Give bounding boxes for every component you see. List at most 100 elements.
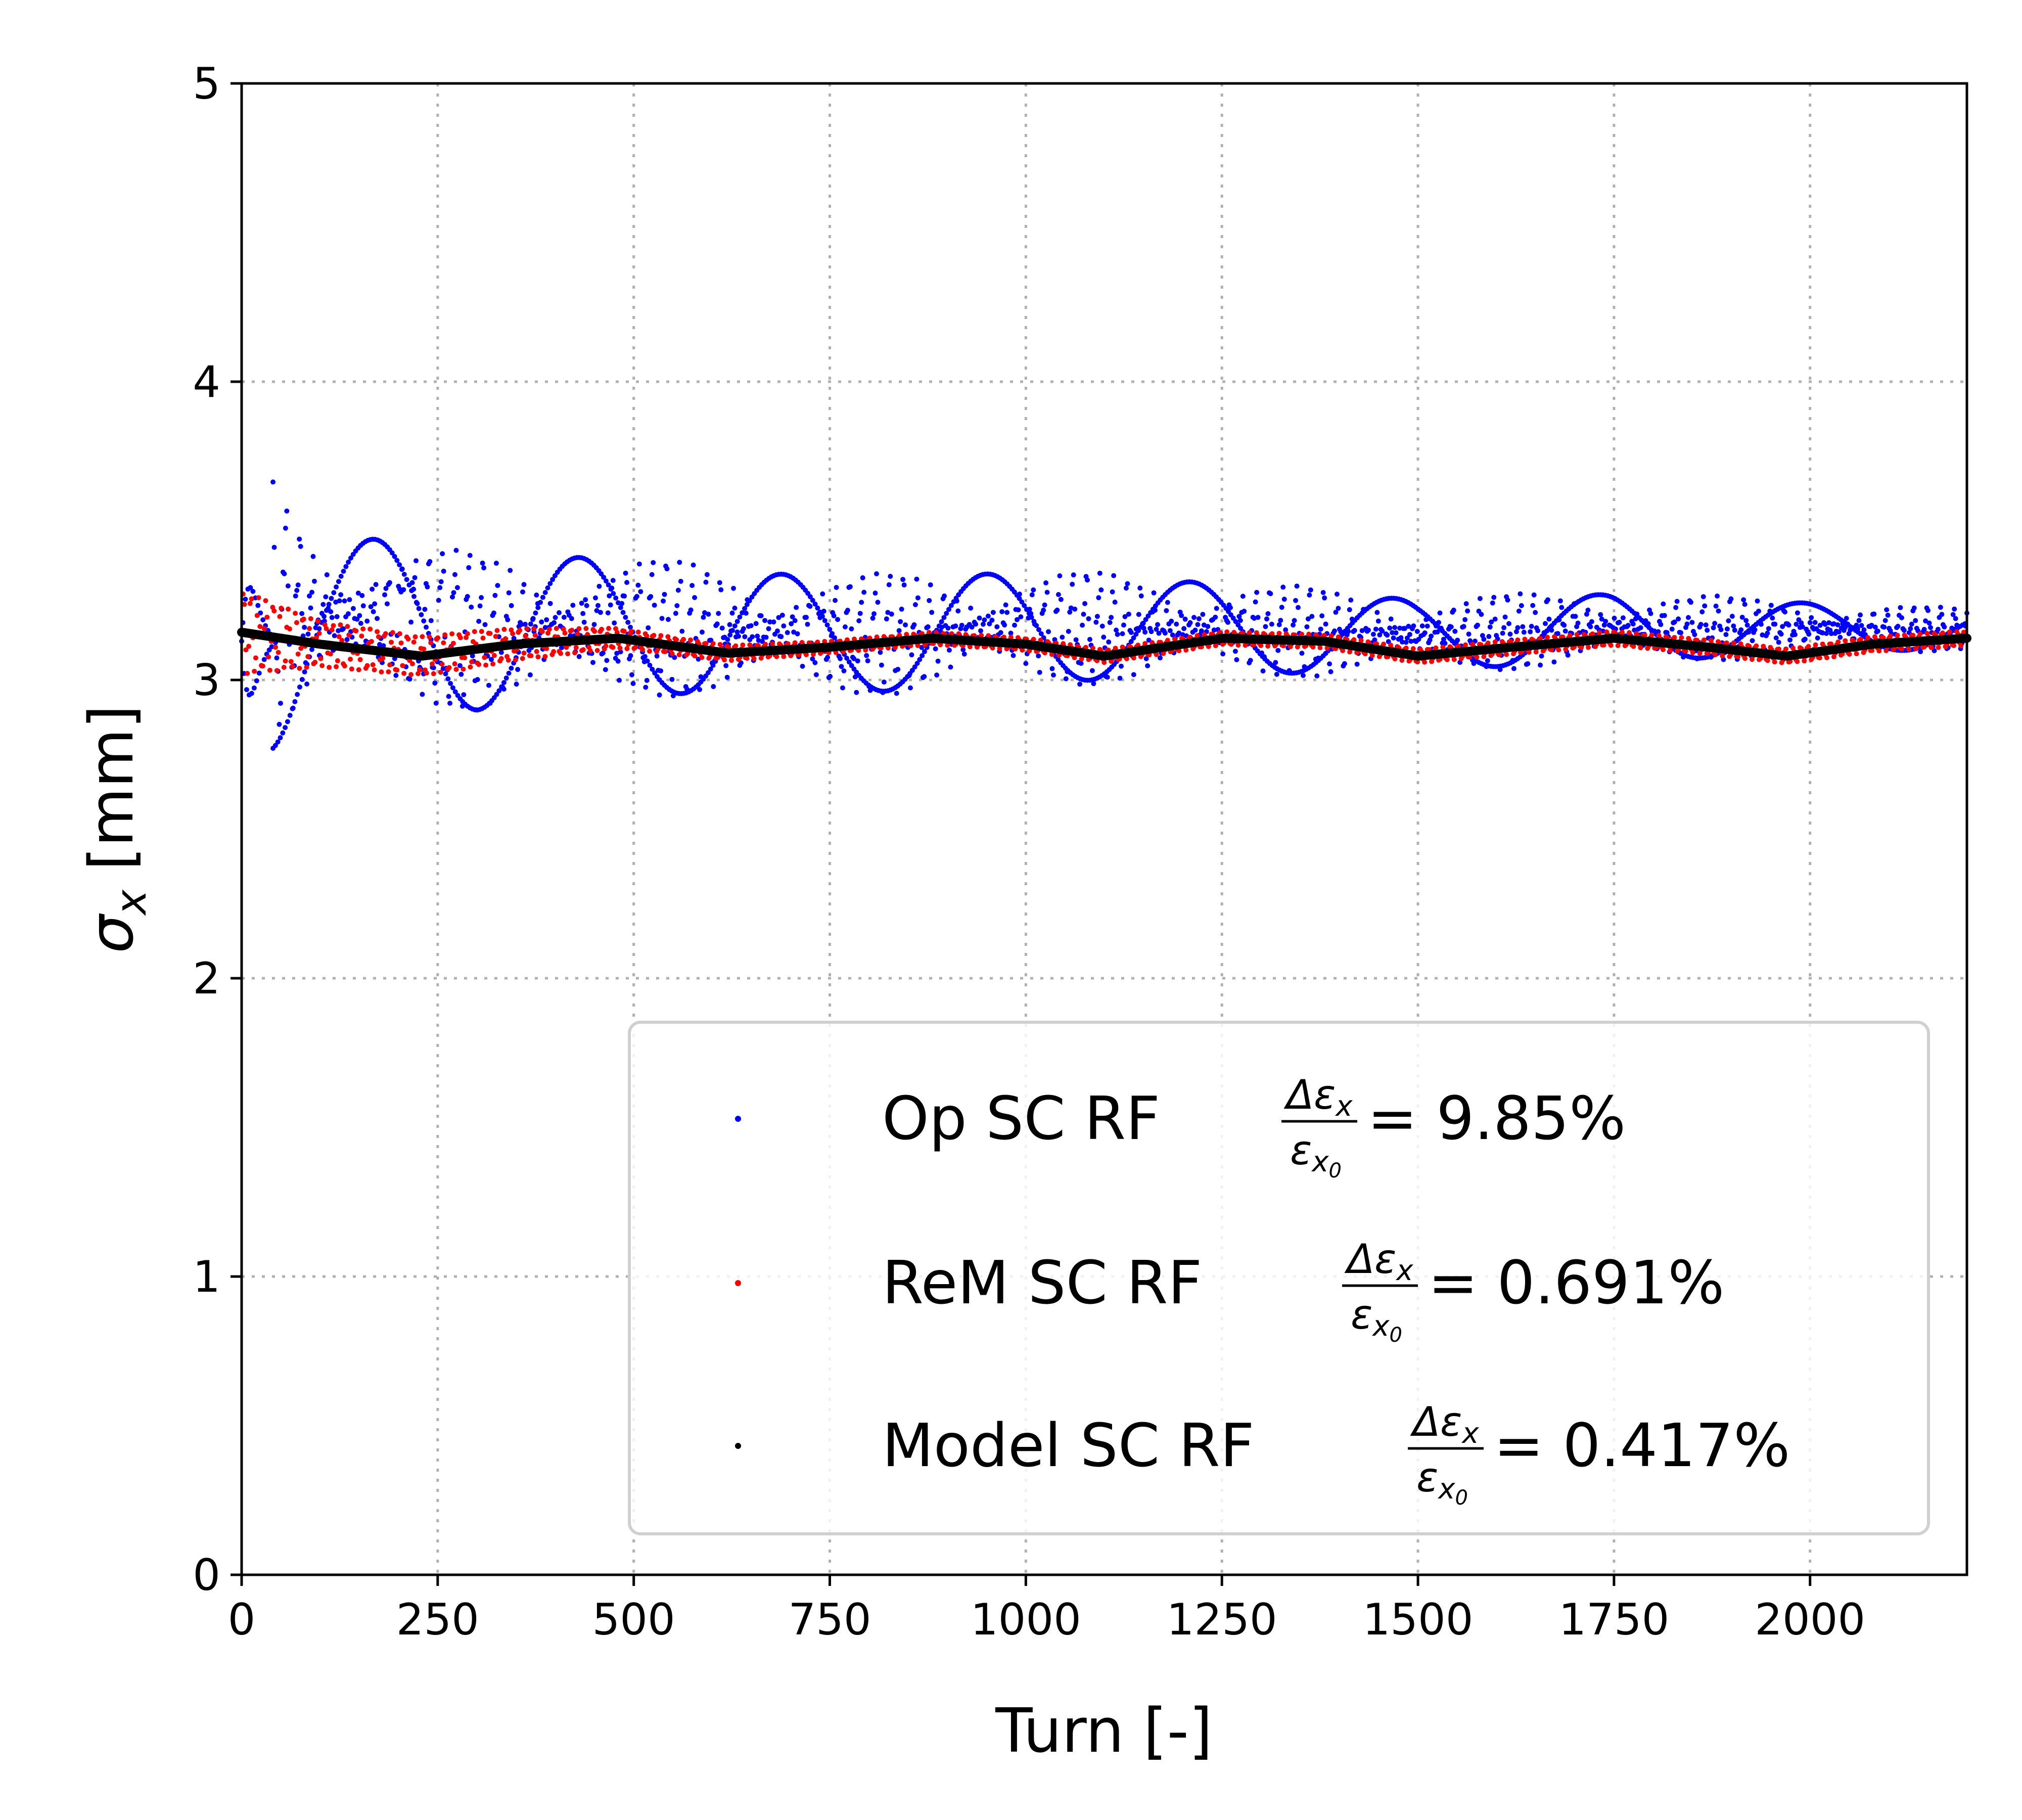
op-point — [243, 597, 248, 602]
op-point — [1359, 628, 1365, 633]
op-point — [407, 676, 412, 682]
rem-point — [1485, 640, 1491, 646]
rem-point — [1474, 654, 1480, 660]
op-point — [465, 594, 470, 599]
rem-point — [546, 626, 552, 632]
op-point — [672, 655, 677, 660]
op-point — [1078, 661, 1084, 666]
op-point — [1603, 618, 1609, 624]
op-point — [302, 624, 307, 630]
op-point — [1411, 623, 1416, 629]
rem-point — [874, 634, 880, 640]
op-point — [1466, 631, 1472, 637]
op-point — [1598, 612, 1603, 617]
rem-point — [305, 654, 311, 659]
rem-point — [271, 608, 277, 614]
rem-point — [298, 646, 304, 651]
rem-point — [1358, 638, 1364, 643]
op-point — [1121, 622, 1126, 628]
op-point — [618, 605, 623, 610]
op-point — [1732, 627, 1737, 633]
rem-point — [774, 654, 779, 659]
op-point — [1010, 653, 1016, 658]
op-point — [348, 555, 353, 561]
op-point — [1273, 660, 1278, 665]
op-point — [254, 678, 259, 684]
op-point — [821, 609, 826, 614]
op-point — [342, 598, 347, 604]
op-point — [297, 536, 302, 542]
op-point — [1491, 595, 1497, 600]
rem-point — [249, 596, 254, 602]
rem-point — [386, 669, 391, 674]
rem-point — [1667, 648, 1673, 653]
rem-point — [376, 634, 381, 640]
rem-point — [1951, 643, 1957, 648]
op-point — [731, 585, 737, 591]
rem-point — [1276, 630, 1282, 636]
rem-point — [297, 665, 302, 671]
op-point — [1521, 629, 1527, 635]
op-point — [898, 619, 903, 624]
rem-point — [364, 663, 370, 668]
rem-point — [253, 655, 258, 661]
op-point — [845, 608, 850, 613]
op-point — [493, 561, 499, 566]
op-point — [283, 525, 288, 531]
rem-point — [979, 632, 984, 638]
op-point — [601, 574, 607, 580]
op-point — [1861, 627, 1867, 632]
op-point — [481, 565, 487, 571]
op-point — [371, 609, 376, 614]
op-point — [260, 617, 266, 623]
op-point — [1703, 622, 1709, 628]
op-point — [1319, 613, 1325, 619]
rem-point — [480, 635, 486, 641]
rem-point — [464, 635, 469, 641]
op-point — [1375, 618, 1381, 624]
op-point — [1105, 674, 1110, 680]
op-point — [1081, 611, 1086, 617]
rem-point — [1869, 648, 1875, 653]
op-point — [628, 624, 633, 630]
op-point — [874, 571, 879, 577]
op-point — [714, 621, 720, 627]
op-point — [1501, 625, 1507, 630]
rem-point — [744, 656, 750, 661]
op-point — [1780, 624, 1785, 629]
op-point — [1731, 623, 1736, 629]
op-point — [1542, 621, 1548, 626]
op-point — [412, 575, 418, 580]
rem-point — [1958, 643, 1964, 649]
rem-point — [544, 646, 549, 651]
op-point — [795, 631, 800, 636]
op-point — [302, 669, 307, 675]
op-point — [973, 621, 979, 627]
op-point — [1109, 615, 1114, 620]
op-point — [630, 681, 636, 687]
op-point — [542, 589, 548, 595]
op-point — [1901, 627, 1907, 633]
op-point — [628, 653, 633, 658]
op-point — [724, 674, 730, 680]
op-point — [321, 614, 327, 619]
op-point — [584, 603, 589, 608]
op-point — [942, 593, 947, 599]
op-point — [329, 596, 334, 601]
rem-point — [561, 626, 566, 632]
rem-point — [394, 667, 400, 673]
op-point — [437, 585, 443, 590]
rem-point — [452, 661, 457, 667]
op-point — [1373, 626, 1378, 632]
op-point — [1617, 619, 1622, 625]
op-point — [895, 666, 901, 672]
rem-point — [264, 614, 270, 620]
x-tick-label: 0 — [228, 1595, 256, 1645]
op-point — [977, 615, 982, 621]
op-point — [535, 605, 541, 610]
rem-point — [449, 631, 455, 636]
op-point — [1923, 618, 1928, 624]
op-point — [629, 672, 634, 677]
rem-point — [1936, 645, 1941, 650]
op-point — [364, 618, 370, 624]
